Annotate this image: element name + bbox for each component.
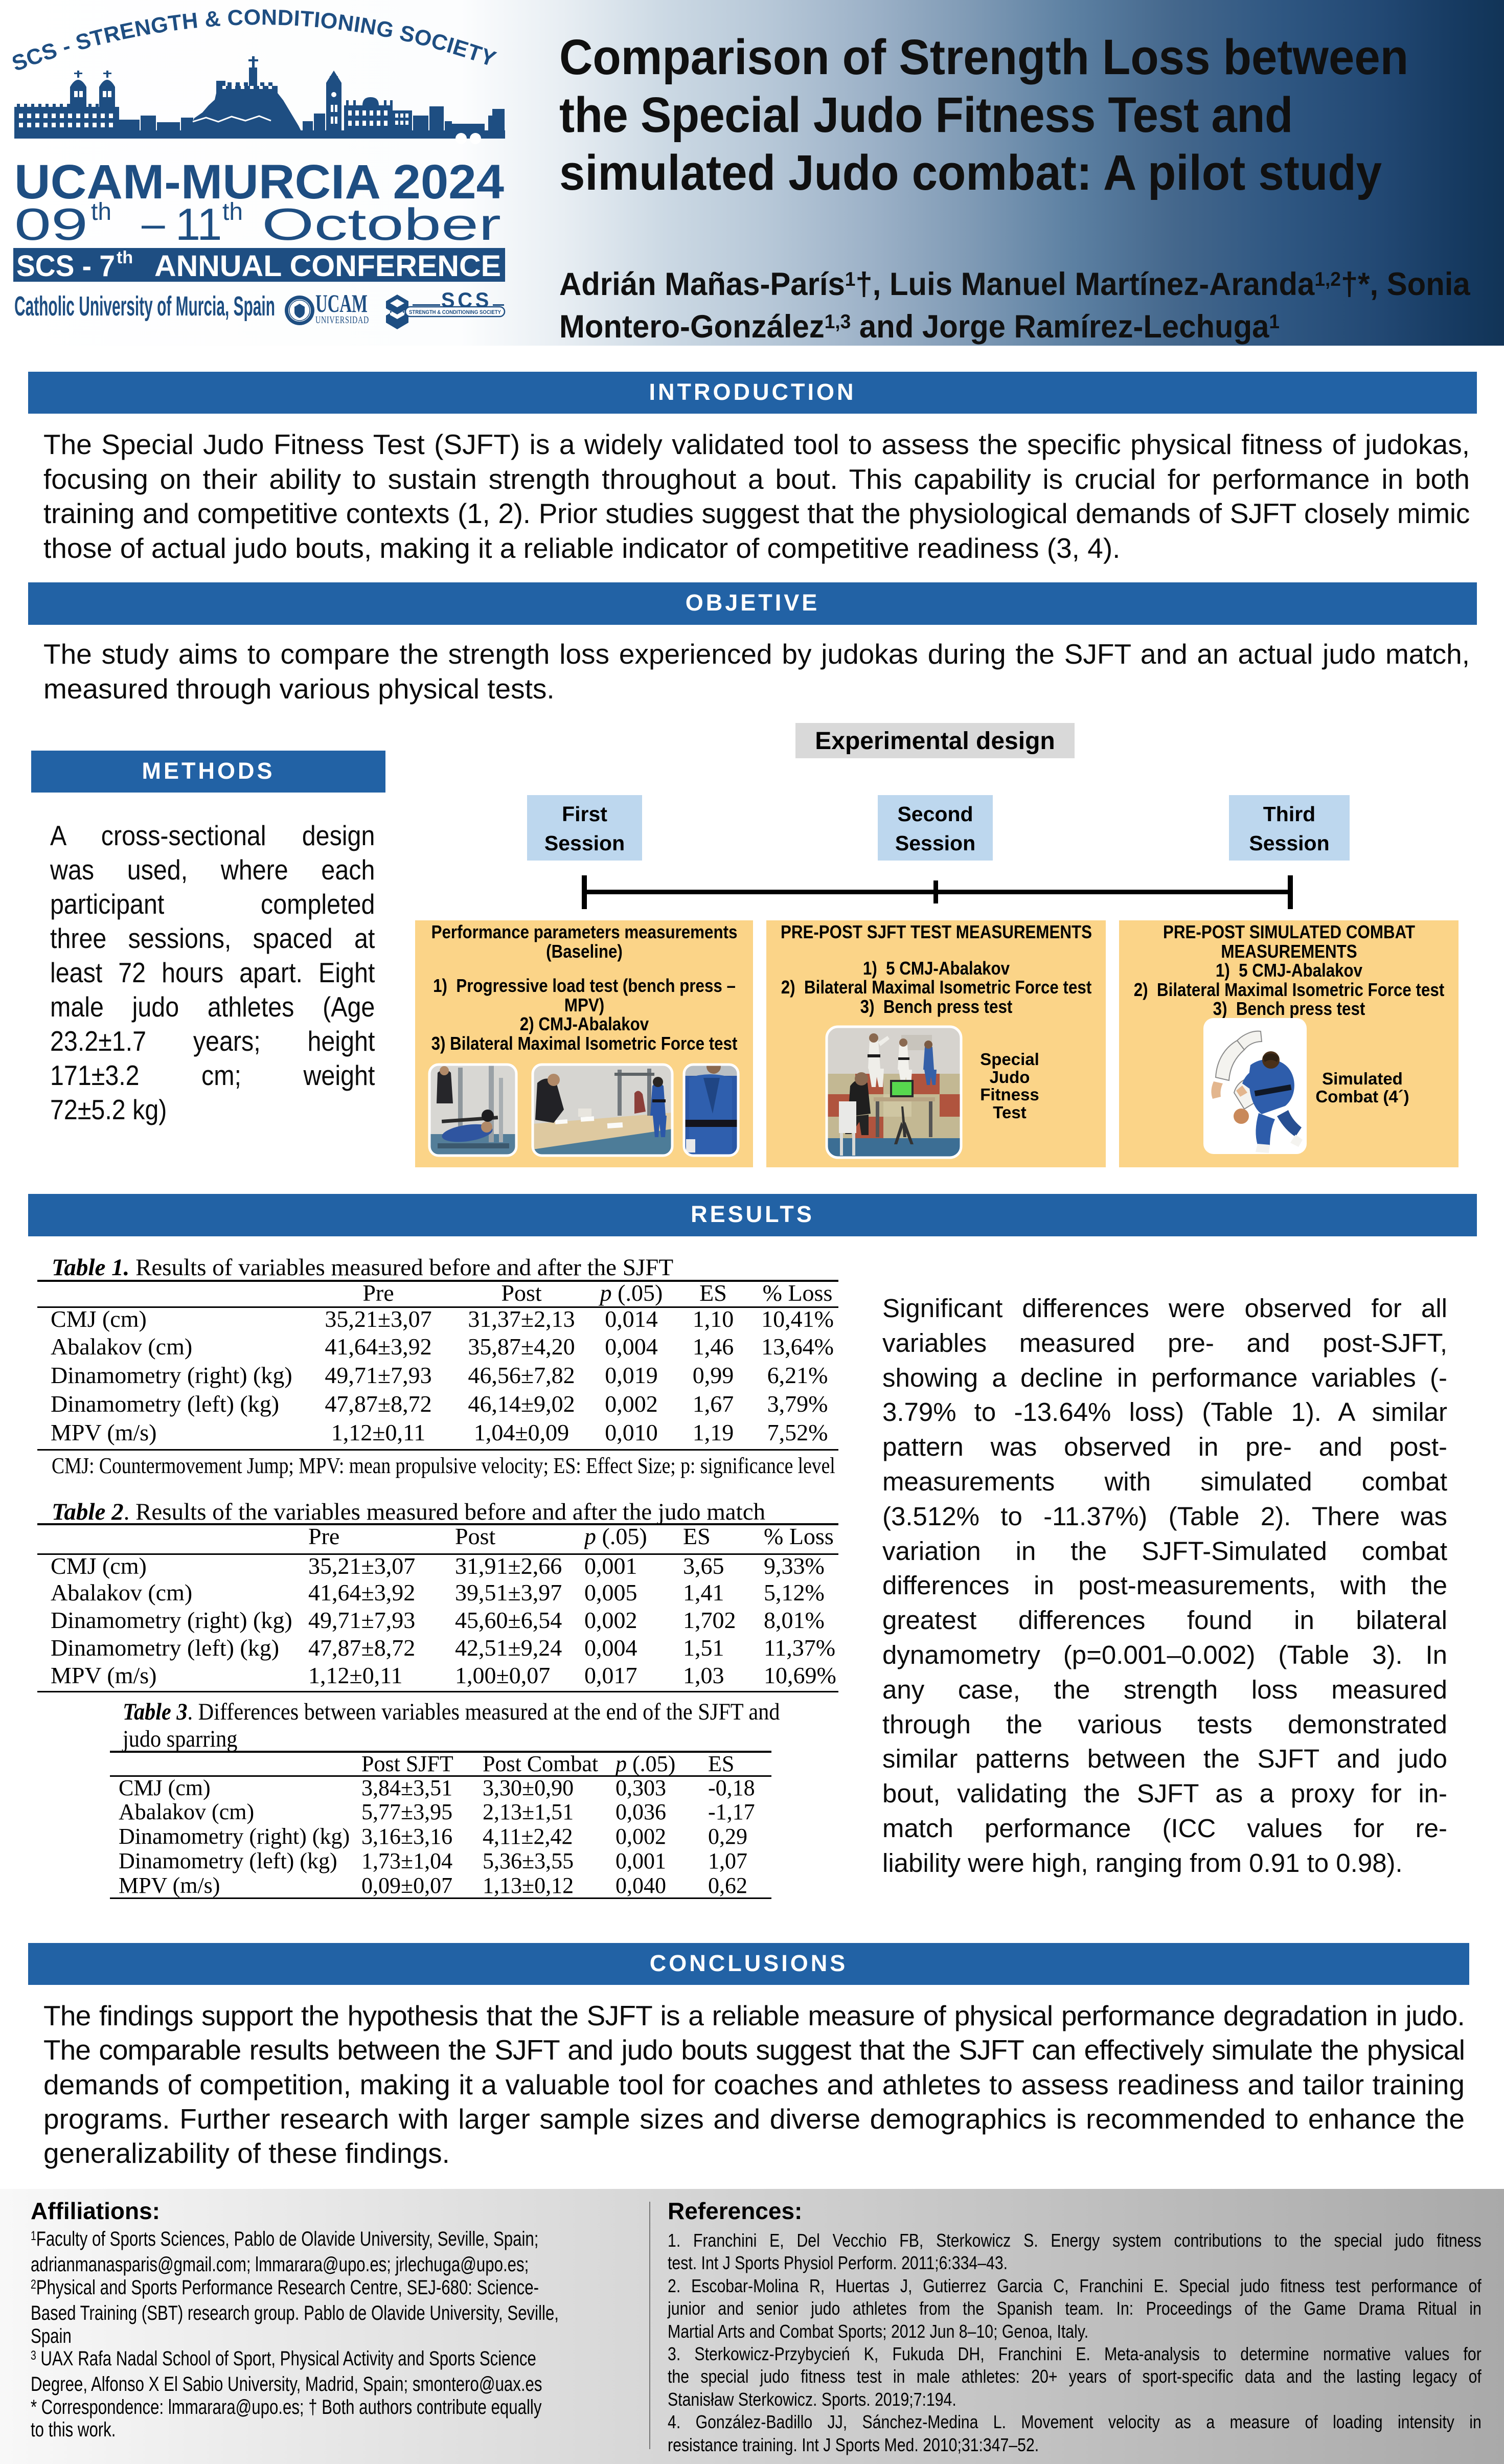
svg-text:th: th <box>117 248 133 267</box>
svg-text:SCS - STRENGTH & CONDITIONING: SCS - STRENGTH & CONDITIONING SOCIETY <box>13 5 499 76</box>
svg-text:ANNUAL CONFERENCE: ANNUAL CONFERENCE <box>154 250 501 283</box>
svg-text:Catholic University of Murcia,: Catholic University of Murcia, Spain <box>14 291 275 322</box>
svg-text:09: 09 <box>14 199 88 250</box>
svg-text:October: October <box>262 199 501 250</box>
svg-text:th: th <box>91 198 111 225</box>
svg-text:–: – <box>142 200 165 247</box>
svg-text:UNIVERSIDAD: UNIVERSIDAD <box>315 314 369 326</box>
svg-text:STRENGTH & CONDITIONING SOCIET: STRENGTH & CONDITIONING SOCIETY <box>409 309 502 315</box>
svg-text:SCS - 7: SCS - 7 <box>16 250 115 283</box>
svg-text:UCAM: UCAM <box>315 289 368 318</box>
svg-text:th: th <box>222 198 243 225</box>
svg-text:UCAM-MURCIA 2024: UCAM-MURCIA 2024 <box>14 155 504 209</box>
svg-text:11: 11 <box>175 199 222 250</box>
